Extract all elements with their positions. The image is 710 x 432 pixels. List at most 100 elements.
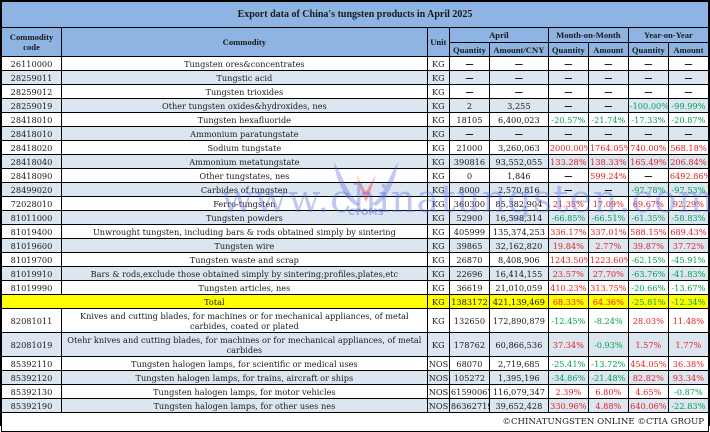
commodity-name-cell: Tungsten halogen lamps, for other uses n…: [61, 398, 428, 413]
header-group-mom: Month-on-Month: [547, 27, 629, 43]
commodity-code-cell: 82081019: [0, 332, 63, 357]
yoy-quantity-cell: —: [627, 70, 669, 85]
mom-amount-cell: -13.72%: [587, 356, 629, 371]
commodity-code-cell: 28259019: [0, 98, 63, 113]
yoy-quantity-cell: —: [627, 168, 669, 183]
table-row: 28418040 Ammonium metatungstate KG 390816 93…: [0, 154, 710, 169]
mom-amount-cell: —: [587, 126, 629, 141]
commodity-code-cell: 28259011: [0, 70, 63, 85]
table-row: 82081019 Otehr knives and cutting blades,…: [0, 332, 710, 357]
mom-quantity-cell: 133.28%: [547, 154, 589, 169]
table-row: 81019990 Tungsten articles, nes KG 36619 21,…: [0, 280, 710, 295]
commodity-name-cell: Ferro-tungsten: [61, 196, 428, 211]
yoy-amount-cell: 1.77%: [667, 332, 710, 357]
yoy-amount-cell: -22.83%: [667, 398, 710, 413]
table-row: 85392110 Tungsten halogen lamps, for scie…: [0, 356, 710, 371]
mom-quantity-cell: —: [547, 168, 589, 183]
mom-quantity-cell: 19.84%: [547, 238, 589, 253]
april-quantity-cell: 2: [448, 98, 490, 113]
commodity-code-cell: 82081011: [0, 308, 63, 333]
april-amount-cell: —: [488, 126, 549, 141]
unit-cell: NOS: [426, 356, 450, 371]
mom-quantity-cell: —: [547, 98, 589, 113]
yoy-amount-cell: 37.72%: [667, 238, 710, 253]
commodity-name-cell: Tungsten halogen lamps, for scientific o…: [61, 356, 428, 371]
unit-cell: KG: [426, 140, 450, 155]
april-quantity-cell: 132650: [448, 308, 490, 333]
yoy-amount-cell: —: [667, 70, 710, 85]
commodity-code-cell: 28259012: [0, 84, 63, 99]
april-amount-cell: 39,652,428: [488, 398, 549, 413]
yoy-quantity-cell: -20.66%: [627, 280, 669, 295]
commodity-name-cell: Tungsten waste and scrap: [61, 252, 428, 267]
mom-amount-cell: 4.88%: [587, 398, 629, 413]
commodity-name-cell: Tungsten halogen lamps, for motor vehicl…: [61, 384, 428, 399]
mom-amount-cell: 138.33%: [587, 154, 629, 169]
table-row: 81019700 Tungsten waste and scrap KG 26870 8…: [0, 252, 710, 267]
mom-quantity-cell: —: [547, 182, 589, 197]
unit-cell: KG: [426, 168, 450, 183]
april-quantity-cell: 61590067: [448, 384, 490, 399]
april-quantity-cell: 21000: [448, 140, 490, 155]
yoy-quantity-cell: —: [627, 56, 669, 71]
unit-cell: KG: [426, 252, 450, 267]
april-quantity-cell: 22696: [448, 266, 490, 281]
yoy-quantity-cell: —: [627, 126, 669, 141]
table-row: 81011000 Tungsten powders KG 52900 16,598,31…: [0, 210, 710, 225]
april-amount-cell: 8,408,906: [488, 252, 549, 267]
unit-cell: KG: [426, 70, 450, 85]
april-amount-cell: 3,260,063: [488, 140, 549, 155]
commodity-name-cell: Unwrought tungsten, including bars & rod…: [61, 224, 428, 239]
commodity-name-cell: Other tungsten oxides&hydroxides, nes: [61, 98, 428, 113]
table-row: 85392130 Tungsten halogen lamps, for moto…: [0, 384, 710, 399]
commodity-code-cell: 28418020: [0, 140, 63, 155]
yoy-amount-cell: 689.43%: [667, 224, 710, 239]
april-quantity-cell: 86362719: [448, 398, 490, 413]
header-april-quantity: Quantity: [448, 42, 490, 57]
april-quantity-cell: 68070: [448, 356, 490, 371]
yoy-quantity-cell: -61.35%: [627, 210, 669, 225]
mom-amount-cell: 2.77%: [587, 238, 629, 253]
table-title: Export data of China's tungsten products…: [1, 1, 709, 28]
unit-cell: KG: [426, 154, 450, 169]
mom-amount-cell: -21.48%: [587, 370, 629, 385]
header-group-april: April: [448, 27, 549, 43]
mom-amount-cell: -21.74%: [587, 112, 629, 127]
commodity-code-cell: 28499020: [0, 182, 63, 197]
total-label: Total: [1, 294, 428, 309]
unit-cell: KG: [426, 238, 450, 253]
yoy-quantity-cell: 28.03%: [627, 308, 669, 333]
total-mom-amount: 64.36%: [587, 294, 629, 309]
commodity-name-cell: Tungsten powders: [61, 210, 428, 225]
commodity-code-cell: 28418090: [0, 168, 63, 183]
commodity-name-cell: Otehr knives and cutting blades, for mac…: [61, 332, 428, 357]
yoy-amount-cell: —: [667, 56, 710, 71]
unit-cell: KG: [426, 126, 450, 141]
april-quantity-cell: 18105: [448, 112, 490, 127]
yoy-quantity-cell: -17.33%: [627, 112, 669, 127]
april-amount-cell: 21,010,059: [488, 280, 549, 295]
commodity-name-cell: Tungsten halogen lamps, for trains, airc…: [61, 370, 428, 385]
yoy-amount-cell: -45.91%: [667, 252, 710, 267]
unit-cell: KG: [426, 98, 450, 113]
commodity-code-cell: 81019910: [0, 266, 63, 281]
april-amount-cell: 6,400,023: [488, 112, 549, 127]
unit-cell: KG: [426, 84, 450, 99]
commodity-code-cell: 85392120: [0, 370, 63, 385]
mom-quantity-cell: —: [547, 126, 589, 141]
commodity-code-cell: 72028010: [0, 196, 63, 211]
april-quantity-cell: 390816: [448, 154, 490, 169]
yoy-amount-cell: -99.99%: [667, 98, 710, 113]
yoy-amount-cell: —: [667, 126, 710, 141]
commodity-code-cell: 85392130: [0, 384, 63, 399]
commodity-name-cell: Tungsten hexafluoride: [61, 112, 428, 127]
yoy-amount-cell: —: [667, 84, 710, 99]
mom-quantity-cell: 336.17%: [547, 224, 589, 239]
april-quantity-cell: 52900: [448, 210, 490, 225]
mom-amount-cell: —: [587, 84, 629, 99]
yoy-quantity-cell: -97.78%: [627, 182, 669, 197]
mom-amount-cell: —: [587, 182, 629, 197]
mom-amount-cell: 1223.60%: [587, 252, 629, 267]
unit-cell: KG: [426, 332, 450, 357]
